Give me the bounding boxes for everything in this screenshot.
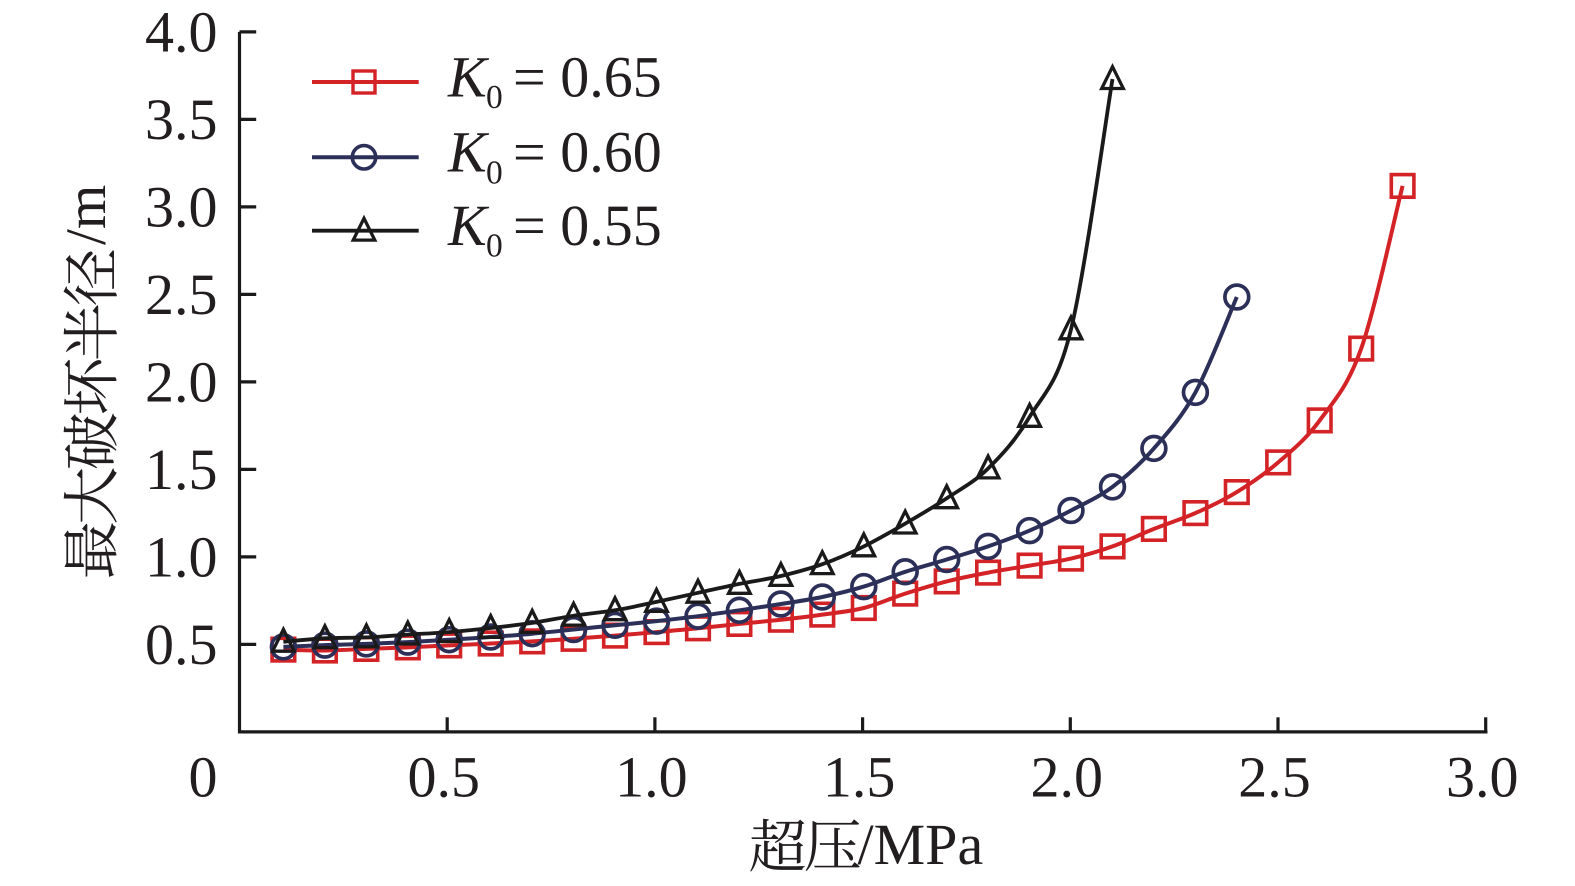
svg-text:K: K <box>447 44 490 109</box>
svg-text:1.0: 1.0 <box>615 745 688 810</box>
svg-text:2.5: 2.5 <box>1238 745 1311 810</box>
svg-text:0: 0 <box>486 228 503 265</box>
svg-text:= 0.60: = 0.60 <box>513 120 662 185</box>
svg-text:2.0: 2.0 <box>145 349 218 414</box>
svg-text:K: K <box>447 193 490 258</box>
svg-text:/MPa: /MPa <box>858 812 984 877</box>
svg-text:/m: /m <box>55 185 118 245</box>
svg-text:0.5: 0.5 <box>145 612 218 677</box>
svg-text:0: 0 <box>189 745 218 810</box>
svg-text:3.5: 3.5 <box>145 87 218 152</box>
svg-text:2.5: 2.5 <box>145 262 218 327</box>
svg-text:K: K <box>447 120 490 185</box>
svg-text:2.0: 2.0 <box>1031 745 1104 810</box>
svg-text:3.0: 3.0 <box>145 174 218 239</box>
svg-text:= 0.55: = 0.55 <box>513 193 662 258</box>
svg-text:0: 0 <box>486 79 503 116</box>
svg-text:1.5: 1.5 <box>823 745 896 810</box>
svg-text:1.0: 1.0 <box>145 524 218 589</box>
svg-text:0.5: 0.5 <box>407 745 480 810</box>
svg-text:1.5: 1.5 <box>145 437 218 502</box>
svg-text:3.0: 3.0 <box>1446 745 1519 810</box>
svg-text:= 0.65: = 0.65 <box>513 44 662 109</box>
svg-text:4.0: 4.0 <box>145 0 218 64</box>
svg-text:0: 0 <box>486 154 503 191</box>
